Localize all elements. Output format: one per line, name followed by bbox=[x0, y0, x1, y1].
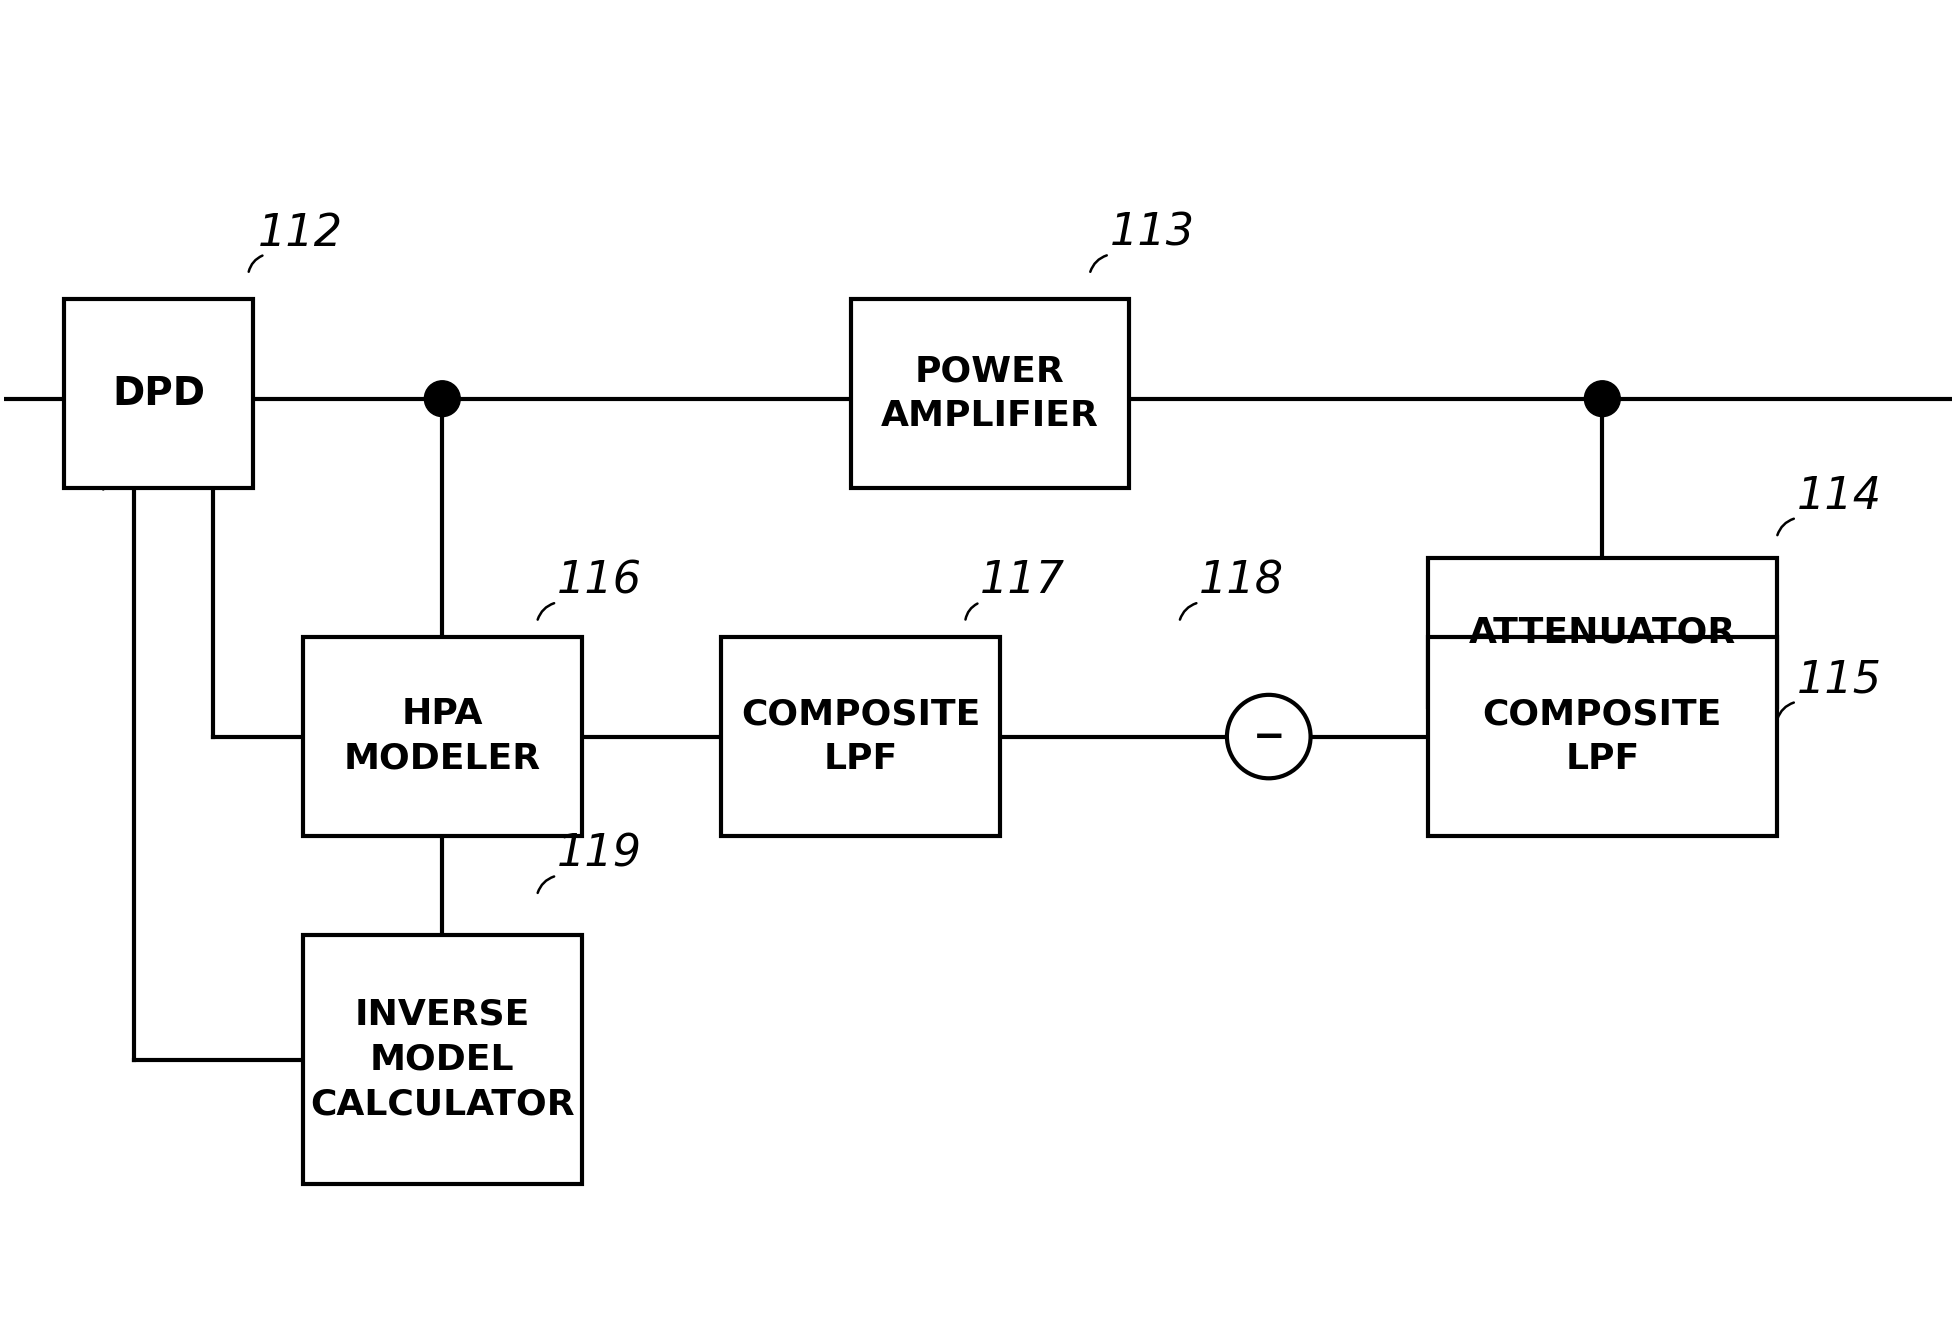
Bar bbox=[65, 299, 252, 488]
Text: 113: 113 bbox=[1108, 211, 1195, 254]
Text: HPA
MODELER: HPA MODELER bbox=[344, 697, 542, 775]
Text: COMPOSITE
LPF: COMPOSITE LPF bbox=[1482, 697, 1720, 775]
Bar bbox=[721, 638, 999, 836]
Circle shape bbox=[424, 381, 459, 417]
Text: 117: 117 bbox=[979, 559, 1065, 603]
Bar bbox=[1427, 558, 1775, 707]
Bar bbox=[303, 638, 581, 836]
Text: 115: 115 bbox=[1795, 659, 1881, 702]
Circle shape bbox=[1226, 695, 1310, 778]
Text: 118: 118 bbox=[1198, 559, 1284, 603]
Text: COMPOSITE
LPF: COMPOSITE LPF bbox=[741, 697, 979, 775]
Text: 112: 112 bbox=[258, 211, 342, 254]
Text: 114: 114 bbox=[1795, 475, 1881, 517]
Bar bbox=[303, 936, 581, 1183]
Text: POWER
AMPLIFIER: POWER AMPLIFIER bbox=[880, 354, 1099, 433]
Bar bbox=[1427, 638, 1775, 836]
Text: −: − bbox=[1251, 718, 1284, 755]
Circle shape bbox=[1584, 381, 1619, 417]
Text: ATTENUATOR: ATTENUATOR bbox=[1468, 615, 1736, 650]
Text: INVERSE
MODEL
CALCULATOR: INVERSE MODEL CALCULATOR bbox=[309, 997, 575, 1122]
Text: 119: 119 bbox=[557, 833, 641, 876]
Text: DPD: DPD bbox=[111, 374, 205, 413]
Text: 116: 116 bbox=[557, 559, 641, 603]
Bar bbox=[850, 299, 1128, 488]
